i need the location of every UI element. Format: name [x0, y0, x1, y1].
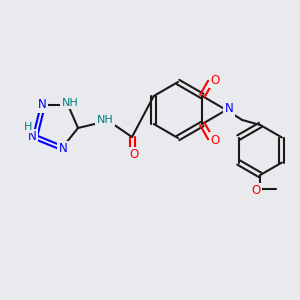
Text: O: O	[211, 74, 220, 86]
Text: N: N	[58, 142, 68, 155]
Text: N: N	[38, 98, 46, 112]
Text: N: N	[28, 130, 36, 143]
Text: NH: NH	[61, 98, 78, 108]
Text: O: O	[129, 148, 139, 161]
Text: O: O	[211, 134, 220, 146]
Text: H: H	[24, 122, 32, 132]
Text: O: O	[252, 184, 261, 197]
Text: N: N	[225, 103, 234, 116]
Text: NH: NH	[97, 115, 113, 125]
